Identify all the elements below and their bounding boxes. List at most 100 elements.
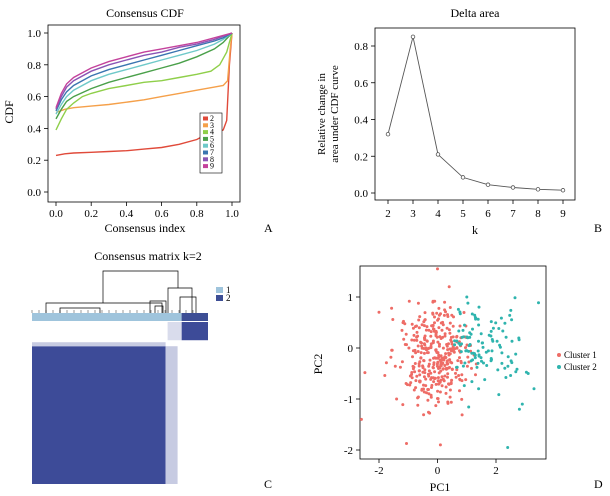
panel-d-legend: Cluster 1 Cluster 2 <box>557 350 597 372</box>
point-cluster-2 <box>514 370 518 374</box>
point-cluster-2 <box>473 352 476 356</box>
point-cluster-1 <box>460 413 464 417</box>
point-cluster-1 <box>417 369 421 373</box>
point-cluster-2 <box>467 405 471 409</box>
point-cluster-1 <box>448 395 452 399</box>
point-cluster-1 <box>420 323 424 327</box>
point-cluster-1 <box>434 349 438 353</box>
legend-label-k9: 9 <box>210 162 214 171</box>
point-cluster-2 <box>514 352 518 356</box>
cluster-bar-2 <box>181 313 208 321</box>
x-tick-label: 0 <box>435 465 441 477</box>
point-cluster-1 <box>436 397 440 401</box>
point-cluster-1 <box>448 388 452 392</box>
point-cluster-1 <box>450 342 454 346</box>
point-cluster-2 <box>508 313 512 317</box>
panel-d-x-axis: -2 0 2 <box>374 459 499 477</box>
point-cluster-1 <box>449 335 453 339</box>
point-cluster-1 <box>439 312 442 316</box>
point-cluster-1 <box>415 338 419 342</box>
point-cluster-2 <box>485 364 489 367</box>
point-cluster-1 <box>401 403 405 407</box>
point-cluster-1 <box>450 361 454 365</box>
x-tick-label: -2 <box>374 465 383 477</box>
point-cluster-1 <box>433 370 437 374</box>
point-cluster-1 <box>424 377 428 381</box>
x-tick-label: 1.0 <box>225 208 239 220</box>
point-cluster-1 <box>390 306 394 310</box>
panel-b-y-axis: 0.0 0.2 0.4 0.6 0.8 <box>354 41 375 200</box>
panel-c-legend: 12 <box>216 285 231 303</box>
point-cluster-1 <box>449 400 453 404</box>
point-cluster-2 <box>501 329 505 333</box>
point-cluster-1 <box>435 356 439 360</box>
point-cluster-1 <box>436 318 440 322</box>
point-cluster-1 <box>363 371 367 375</box>
point-cluster-1 <box>413 348 417 352</box>
legend-label-cluster-1: 1 <box>226 285 231 295</box>
point-cluster-1 <box>416 350 420 353</box>
x-tick-label: 0.6 <box>155 208 169 220</box>
point-cluster-1 <box>412 388 416 392</box>
point-cluster-1 <box>404 382 408 385</box>
point-cluster-2 <box>506 446 510 449</box>
point-cluster-2 <box>477 305 481 309</box>
point-cluster-1 <box>421 370 425 374</box>
legend-label-k6: 6 <box>210 141 214 150</box>
x-tick-label: 0.2 <box>84 208 98 220</box>
legend-label-cluster-2: 2 <box>226 293 231 303</box>
point-cluster-2 <box>470 312 474 316</box>
point-cluster-1 <box>411 355 414 359</box>
point-cluster-1 <box>405 442 408 445</box>
point-cluster-1 <box>429 344 433 348</box>
point-cluster-1 <box>402 337 406 341</box>
legend-swatch-k9 <box>203 164 208 169</box>
point-cluster-2 <box>526 372 530 375</box>
x-tick-label: 2 <box>385 208 391 220</box>
panel-d-letter: D <box>594 477 603 491</box>
cluster-bar-1 <box>32 313 182 321</box>
point-cluster-1 <box>445 367 449 370</box>
point-cluster-1 <box>458 378 462 382</box>
point-cluster-2 <box>509 308 513 312</box>
point-cluster-2 <box>471 327 474 331</box>
point-cluster-2 <box>456 307 460 311</box>
panel-d-plot-frame <box>359 265 547 460</box>
panel-a: Consensus CDF 0.00.20.40.60.81.0 0.0 0.2 0… <box>2 6 273 235</box>
point-cluster-1 <box>441 367 445 371</box>
point-cluster-2 <box>532 387 536 391</box>
point-cluster-1 <box>429 330 433 334</box>
point-cluster-1 <box>425 348 429 352</box>
point-cluster-1 <box>390 348 394 352</box>
point-cluster-1 <box>444 310 447 314</box>
x-tick-label: 0.4 <box>120 208 134 220</box>
legend-swatch-k7 <box>203 150 208 155</box>
point-cluster-2 <box>489 359 493 363</box>
point-cluster-1 <box>436 360 440 364</box>
y-tick-label: 0.8 <box>354 41 368 53</box>
matrix-block-edge <box>165 346 178 484</box>
point-cluster-1 <box>410 322 414 326</box>
point-cluster-2 <box>517 407 521 411</box>
delta-point-k7 <box>510 185 516 190</box>
point-cluster-2 <box>498 345 502 349</box>
point-cluster-1 <box>384 361 388 365</box>
point-cluster-2 <box>497 327 501 330</box>
point-cluster-1 <box>427 346 431 350</box>
point-cluster-1 <box>449 338 453 342</box>
legend-swatch-k6 <box>203 143 208 148</box>
point-cluster-1 <box>430 386 433 389</box>
point-cluster-2 <box>473 316 477 319</box>
point-cluster-1 <box>458 356 461 360</box>
point-cluster-2 <box>457 341 461 345</box>
point-cluster-2 <box>461 364 465 368</box>
point-cluster-1 <box>427 364 431 368</box>
point-cluster-1 <box>441 377 445 381</box>
y-tick-label: 0.2 <box>27 155 41 167</box>
panel-c-title: Consensus matrix k=2 <box>94 249 201 263</box>
point-cluster-1 <box>467 360 471 364</box>
point-cluster-2 <box>480 341 484 345</box>
point-cluster-2 <box>486 349 490 353</box>
point-cluster-2 <box>455 365 458 369</box>
